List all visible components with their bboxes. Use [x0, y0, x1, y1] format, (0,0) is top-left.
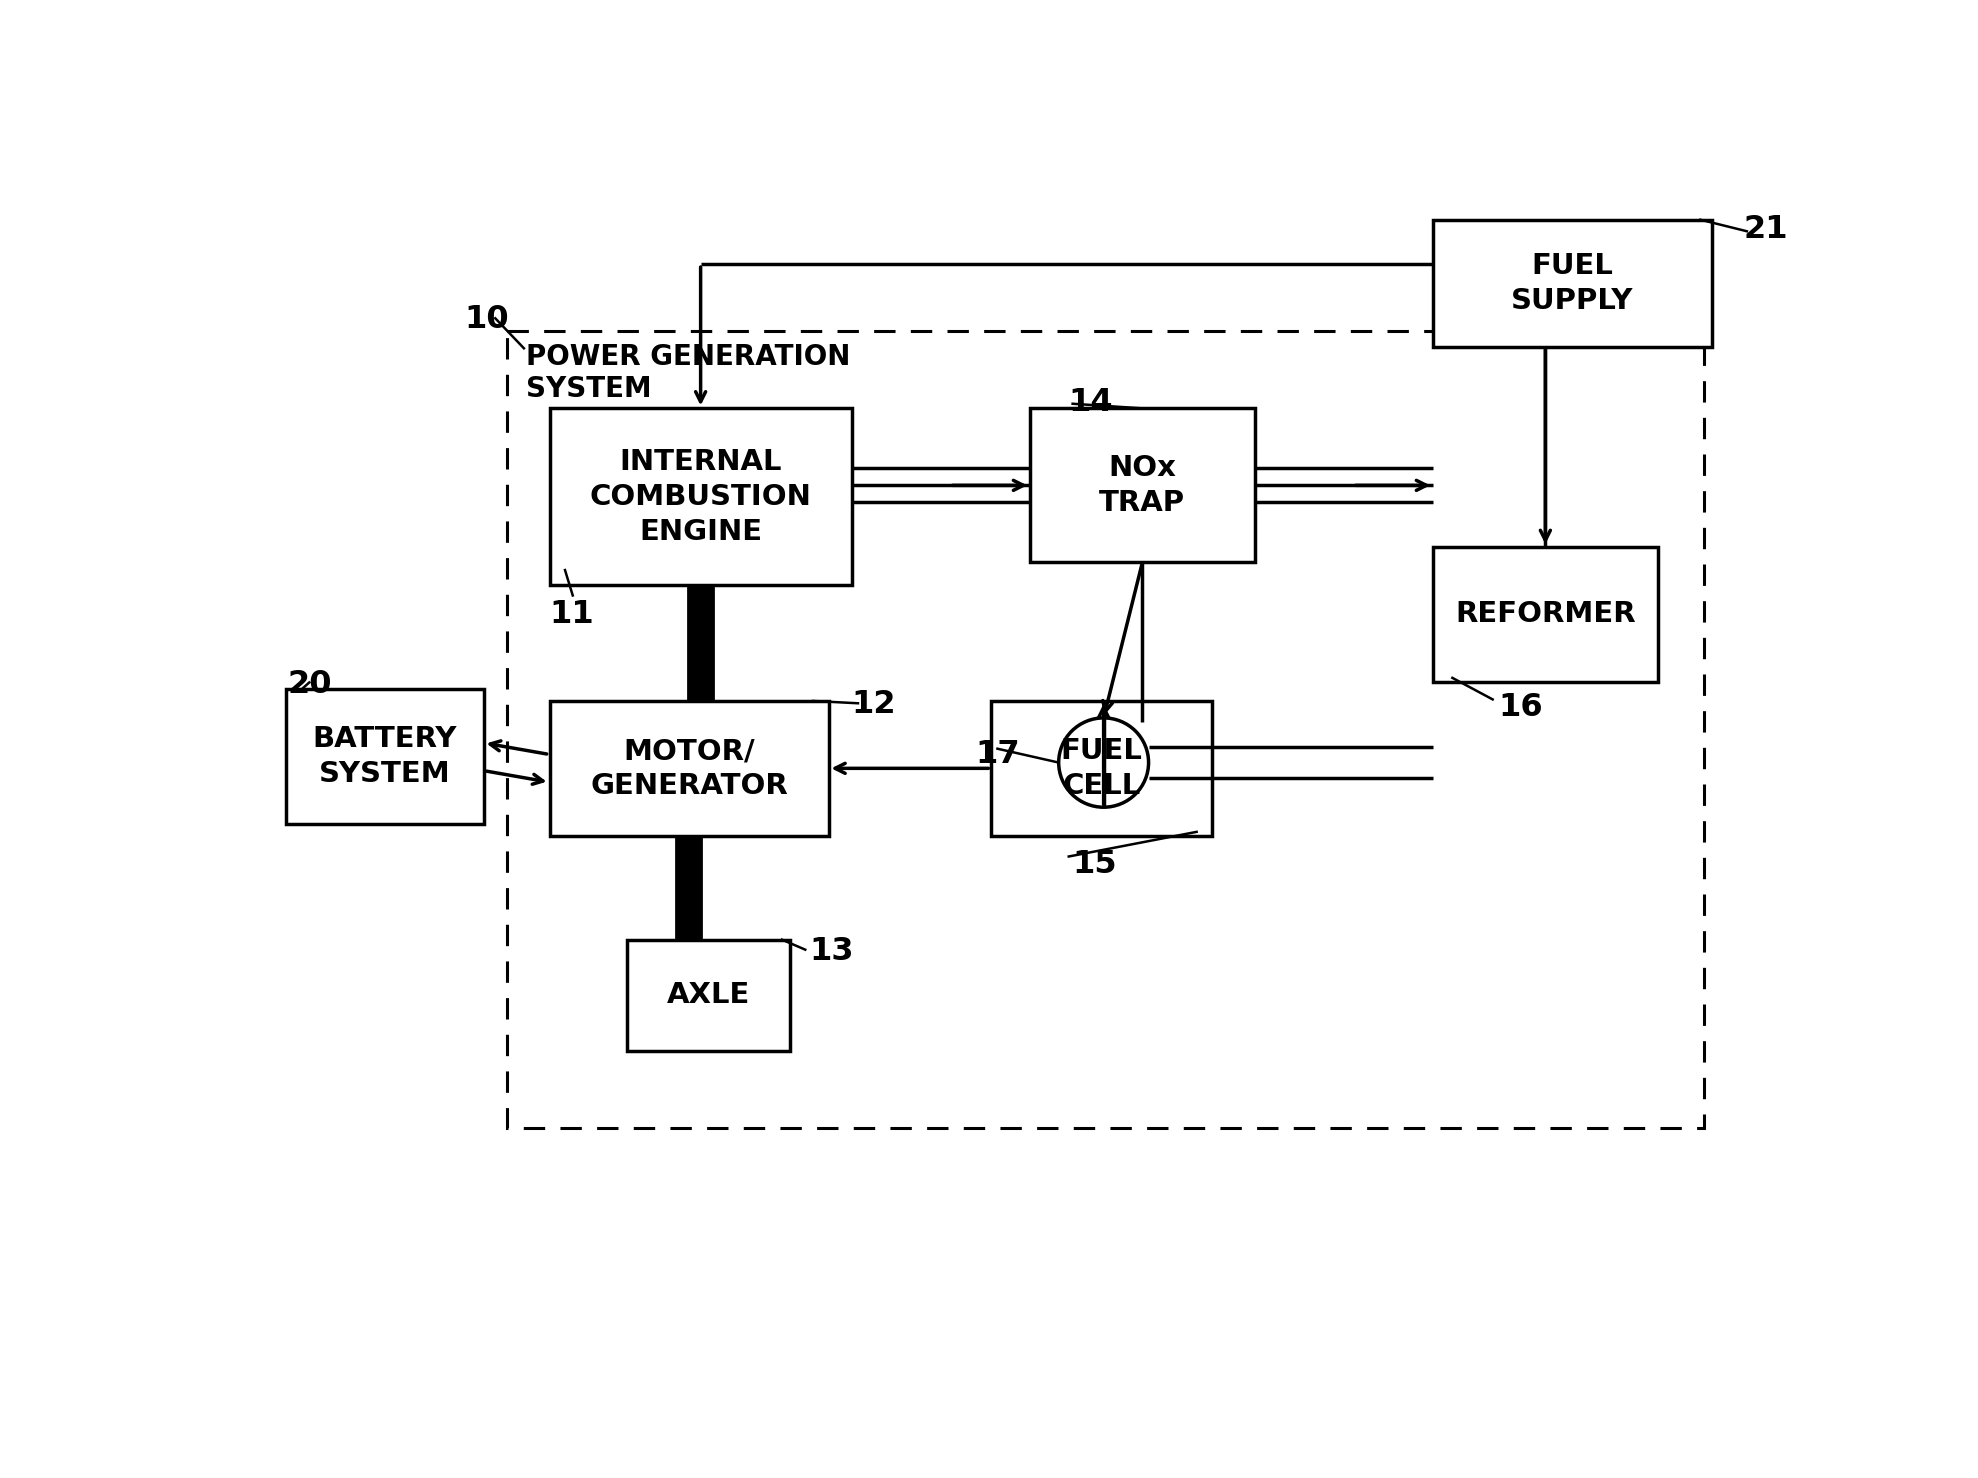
Text: REFORMER: REFORMER [1456, 600, 1636, 628]
Text: MOTOR/
GENERATOR: MOTOR/ GENERATOR [589, 738, 787, 800]
Bar [627, 940, 789, 1051]
Text: 12: 12 [853, 689, 896, 720]
Text: 20: 20 [287, 668, 332, 699]
Text: NOx
TRAP: NOx TRAP [1100, 454, 1185, 517]
Text: FUEL
CELL: FUEL CELL [1060, 738, 1143, 800]
Bar [1432, 547, 1658, 681]
Text: 10: 10 [465, 304, 508, 336]
Text: 16: 16 [1499, 692, 1543, 723]
Bar [1031, 408, 1254, 562]
Bar [287, 689, 485, 825]
Text: 14: 14 [1068, 387, 1114, 418]
Text: AXLE: AXLE [667, 981, 750, 1009]
Bar [991, 701, 1213, 835]
Text: 17: 17 [975, 739, 1021, 770]
Bar [550, 701, 829, 835]
Text: 11: 11 [550, 599, 593, 630]
Text: POWER GENERATION
SYSTEM: POWER GENERATION SYSTEM [526, 343, 851, 403]
Bar [550, 408, 853, 585]
Text: INTERNAL
COMBUSTION
ENGINE: INTERNAL COMBUSTION ENGINE [589, 448, 811, 545]
Text: 13: 13 [809, 936, 854, 967]
Text: 15: 15 [1072, 848, 1118, 879]
Text: 21: 21 [1743, 214, 1788, 245]
Bar [506, 331, 1705, 1128]
Text: BATTERY
SYSTEM: BATTERY SYSTEM [313, 726, 457, 788]
Text: FUEL
SUPPLY: FUEL SUPPLY [1511, 251, 1634, 315]
Bar [1432, 220, 1713, 347]
